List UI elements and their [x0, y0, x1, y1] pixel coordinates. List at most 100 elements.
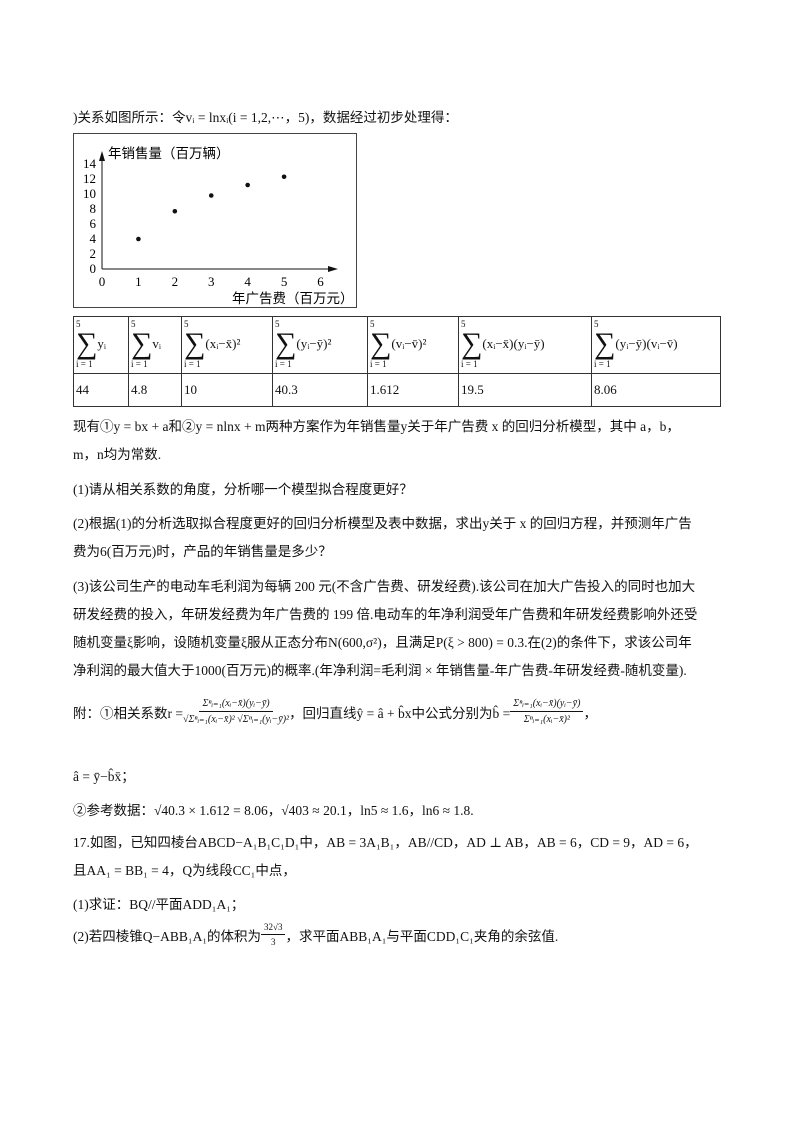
- data-point: [136, 236, 141, 242]
- reference-data: ②参考数据：√40.3 × 1.612 = 8.06，√403 ≈ 20.1，l…: [73, 803, 474, 818]
- y-tick-label: 10: [83, 186, 96, 201]
- problem-17-stem: 17.如图，已知四棱台ABCD−A₁B₁C₁D₁中，AB = 3A₁B₁，AB/…: [73, 835, 698, 850]
- sum-lower: i = 1: [594, 359, 611, 369]
- table-value-cell: 1.612: [367, 373, 459, 407]
- y-tick-label: 12: [83, 171, 96, 186]
- sum-lower: i = 1: [461, 359, 478, 369]
- x-axis-arrow-icon: [328, 266, 338, 272]
- volume-fraction: 32√3 3: [261, 922, 286, 947]
- r-numerator: Σⁿᵢ₌₁(xᵢ−x̄)(yᵢ−ȳ): [199, 698, 273, 712]
- sum-upper: 5: [131, 319, 136, 329]
- sum-upper: 5: [594, 319, 599, 329]
- r-denominator: √Σⁿᵢ₌₁(xᵢ−x̄)² √Σⁿᵢ₌₁(yᵢ−ȳ)²: [182, 714, 290, 725]
- y-tick-label: 6: [90, 216, 97, 231]
- text-line: 费为6(百万元)时，产品的年销售量是多少？: [73, 544, 332, 559]
- y-axis-label: 年销售量（百万辆）: [108, 146, 230, 161]
- table-header-row: 5 ∑ i = 1 yᵢ 5 ∑ i = 1 vᵢ 5 ∑ i = 1 (xᵢ−x̄)² 5 ∑ i = 1…: [73, 316, 721, 374]
- text-line: m，n均为常数.: [73, 447, 162, 462]
- text-line: 研发经费的投入，年研发经费为年广告费的 199 倍.电动车的年净利润受年广告费和…: [73, 607, 698, 622]
- sum-lower: i = 1: [275, 359, 292, 369]
- x-tick-label: 5: [281, 274, 288, 289]
- x-tick-label: 3: [208, 274, 215, 289]
- x-tick-label: 4: [244, 274, 251, 289]
- sigma-icon: ∑: [131, 327, 153, 360]
- sum-lower: i = 1: [131, 359, 148, 369]
- data-point: [245, 182, 250, 188]
- table-header-cell: 5 ∑ i = 1 (vᵢ−v̄)²: [367, 316, 459, 374]
- x-tick-label: 1: [135, 274, 142, 289]
- header-term: (yᵢ−ȳ)(vᵢ−v̄): [615, 336, 678, 351]
- text-line: 随机变量ξ影响，设随机变量ξ服从正态分布N(600,σ²)，且满足P(ξ > 8…: [73, 635, 692, 650]
- sigma-icon: ∑: [76, 327, 98, 360]
- table-value-row: 44 4.8 10 40.3 1.612 19.5 8.06: [73, 373, 721, 407]
- appendix-suffix: ，: [583, 705, 597, 721]
- sigma-icon: ∑: [461, 327, 483, 360]
- b-formula: Σⁿᵢ₌₁(xᵢ−x̄)(yᵢ−ȳ) Σⁿᵢ₌₁(xᵢ−x̄)²: [510, 698, 584, 725]
- part2-after: ，求平面ABB₁A₁与平面CDD₁C₁夹角的余弦值.: [285, 928, 559, 944]
- r-formula: Σⁿᵢ₌₁(xᵢ−x̄)(yᵢ−ȳ) √Σⁿᵢ₌₁(xᵢ−x̄)² √Σⁿᵢ₌₁…: [183, 698, 289, 725]
- x-axis-label: 年广告费（百万元）: [232, 291, 354, 306]
- sum-lower: i = 1: [184, 359, 201, 369]
- header-term: yᵢ: [97, 336, 107, 351]
- appendix-formulas: 附：①相关系数r = Σⁿᵢ₌₁(xᵢ−x̄)(yᵢ−ȳ) √Σⁿᵢ₌₁(xᵢ−…: [73, 698, 597, 725]
- header-term: vᵢ: [152, 336, 162, 351]
- sum-upper: 5: [370, 319, 375, 329]
- y-tick-label: 14: [83, 156, 97, 171]
- sum-upper: 5: [76, 319, 81, 329]
- table-header-cell: 5 ∑ i = 1 (yᵢ−ȳ)(vᵢ−v̄): [591, 316, 721, 374]
- y-tick-label: 2: [90, 246, 97, 261]
- table-value-cell: 44: [73, 373, 129, 407]
- sum-lower: i = 1: [76, 359, 93, 369]
- fraction-denominator: 3: [271, 937, 276, 947]
- problem-17-part-1: (1)求证：BQ//平面ADD₁A₁；: [73, 897, 245, 912]
- table-header-cell: 5 ∑ i = 1 (xᵢ−x̄)(yᵢ−ȳ): [458, 316, 592, 374]
- x-tick-label: 2: [172, 274, 179, 289]
- fraction-numerator: 32√3: [261, 922, 286, 935]
- sum-lower: i = 1: [370, 359, 387, 369]
- y-tick-label: 0: [90, 261, 97, 276]
- header-term: (xᵢ−x̄)²: [205, 336, 241, 351]
- table-header-cell: 5 ∑ i = 1 (xᵢ−x̄)²: [181, 316, 273, 374]
- part2-before: (2)若四棱锥Q−ABB₁A₁的体积为: [73, 928, 262, 944]
- y-tick-label: 4: [90, 231, 97, 246]
- x-tick-label: 0: [99, 274, 106, 289]
- y-axis-arrow-icon: [99, 151, 105, 161]
- appendix-prefix: 附：①相关系数r =: [73, 705, 183, 721]
- appendix-middle: ，回归直线ŷ = â + b̂x中公式分别为b̂ =: [289, 705, 511, 721]
- sum-upper: 5: [275, 319, 280, 329]
- b-numerator: Σⁿᵢ₌₁(xᵢ−x̄)(yᵢ−ȳ): [510, 698, 584, 712]
- data-point: [281, 174, 287, 180]
- scatter-chart: 0 1 2 3 4 5 6 0 2 4 6 8 10 12 14 年销售量（百万辆） 年广告费（百万元）: [73, 133, 357, 308]
- sum-upper: 5: [184, 319, 189, 329]
- table-header-cell: 5 ∑ i = 1 yᵢ: [73, 316, 129, 374]
- x-tick-label: 6: [317, 274, 324, 289]
- sigma-icon: ∑: [275, 327, 297, 360]
- question-3: (3)该公司生产的电动车毛利润为每辆 200 元(不含广告费、研发经费).该公司…: [73, 579, 696, 594]
- sigma-icon: ∑: [594, 327, 616, 360]
- intro-text: )关系如图所示：令vᵢ = lnxᵢ(i = 1,2,⋯，5)，数据经过初步处理…: [73, 110, 458, 125]
- header-term: (xᵢ−x̄)(yᵢ−ȳ): [482, 336, 545, 351]
- table-header-cell: 5 ∑ i = 1 vᵢ: [128, 316, 182, 374]
- a-formula: â = ȳ−b̂x̄；: [73, 769, 135, 784]
- sigma-icon: ∑: [370, 327, 392, 360]
- table-value-cell: 4.8: [128, 373, 182, 407]
- data-table: 5 ∑ i = 1 yᵢ 5 ∑ i = 1 vᵢ 5 ∑ i = 1 (xᵢ−x̄)² 5 ∑ i = 1…: [73, 316, 721, 407]
- sum-upper: 5: [461, 319, 466, 329]
- sigma-icon: ∑: [184, 327, 206, 360]
- text-line: 现有①y = bx + a和②y = nlnx + m两种方案作为年销售量y关于…: [73, 419, 680, 434]
- table-value-cell: 19.5: [458, 373, 592, 407]
- header-term: (vᵢ−v̄)²: [391, 336, 427, 351]
- question-1: (1)请从相关系数的角度，分析哪一个模型拟合程度更好？: [73, 482, 413, 497]
- table-value-cell: 10: [181, 373, 273, 407]
- table-header-cell: 5 ∑ i = 1 (yᵢ−ȳ)²: [272, 316, 368, 374]
- y-tick-label: 8: [90, 201, 97, 216]
- table-value-cell: 40.3: [272, 373, 368, 407]
- question-2: (2)根据(1)的分析选取拟合程度更好的回归分析模型及表中数据，求出y关于 x …: [73, 516, 692, 531]
- b-denominator: Σⁿᵢ₌₁(xᵢ−x̄)²: [523, 714, 571, 725]
- data-point: [172, 208, 178, 214]
- table-value-cell: 8.06: [591, 373, 721, 407]
- problem-17-part-2: (2)若四棱锥Q−ABB₁A₁的体积为 32√3 3 ，求平面ABB₁A₁与平面…: [73, 922, 558, 947]
- problem-17-stem-2: 且AA₁ = BB₁ = 4，Q为线段CC₁中点，: [73, 863, 296, 878]
